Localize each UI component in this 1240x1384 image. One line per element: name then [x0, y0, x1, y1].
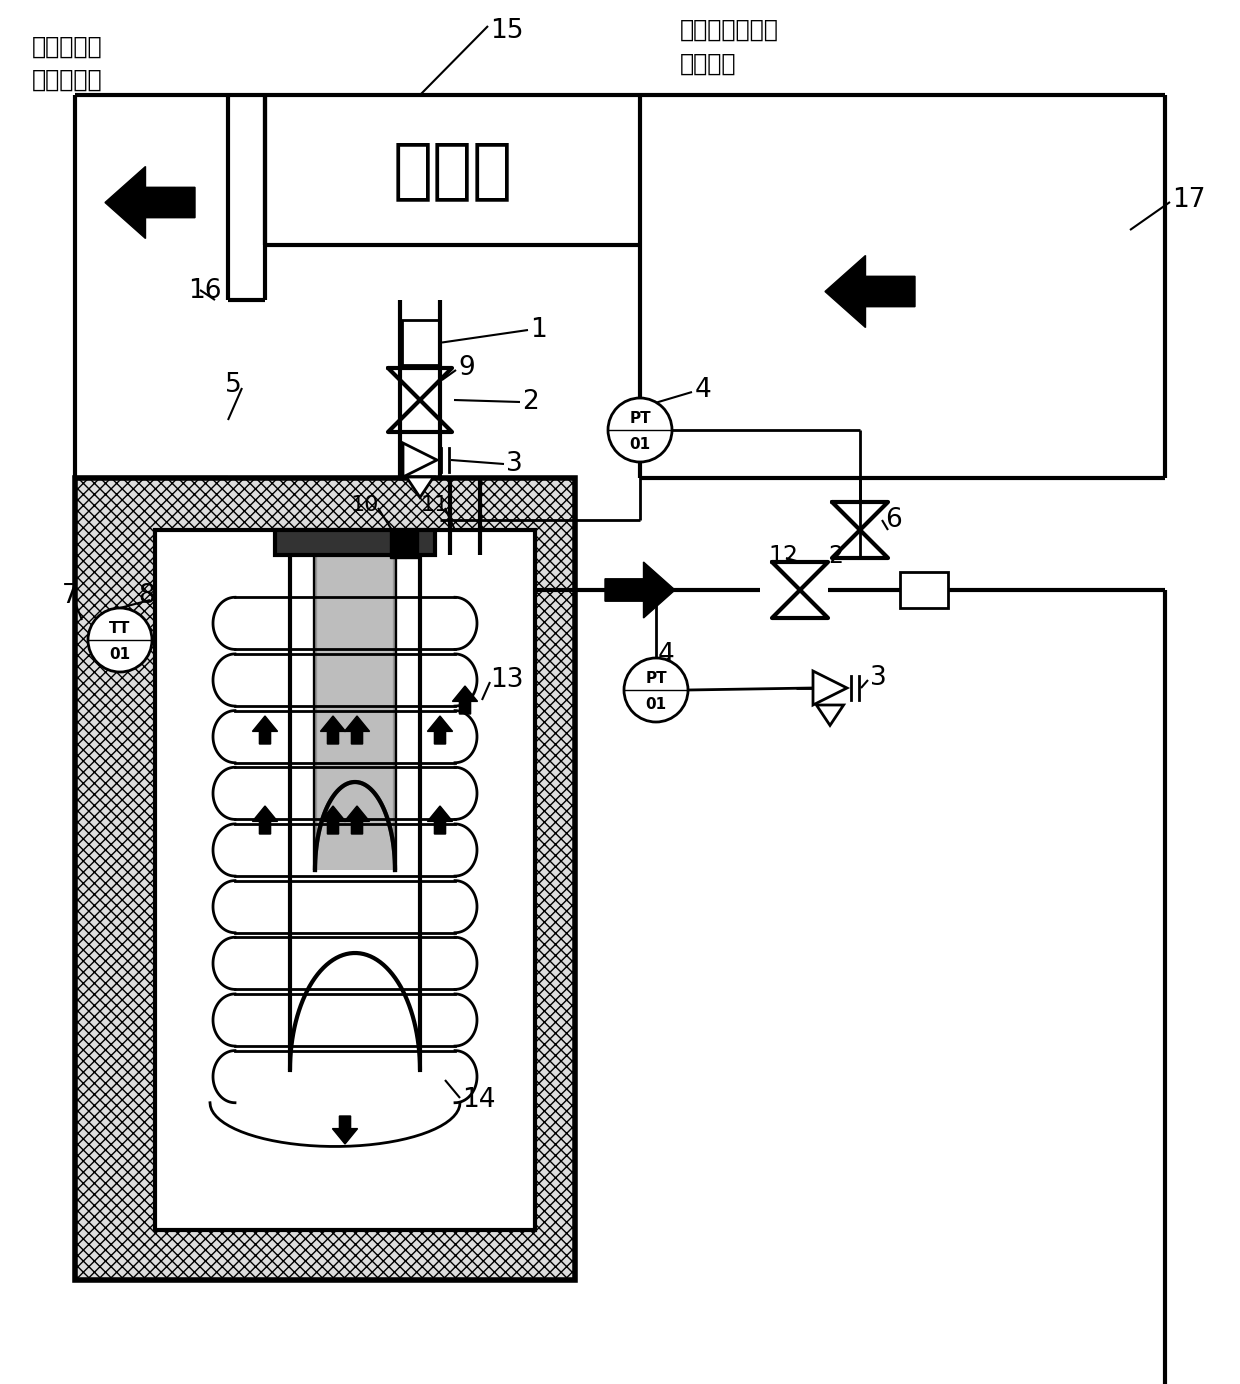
Polygon shape: [253, 716, 278, 745]
Text: 13: 13: [490, 667, 523, 693]
Polygon shape: [253, 805, 278, 835]
Polygon shape: [403, 443, 436, 477]
Text: 7: 7: [62, 583, 79, 609]
Bar: [155, 530, 534, 1230]
Bar: [900, 572, 949, 608]
Text: PT: PT: [645, 671, 667, 686]
Text: 2: 2: [828, 544, 843, 567]
Bar: [74, 477, 575, 1280]
Text: （保护气）: （保护气）: [32, 68, 103, 91]
Text: 17: 17: [1172, 187, 1205, 213]
Polygon shape: [453, 686, 477, 714]
Text: 3: 3: [870, 664, 887, 691]
Polygon shape: [813, 671, 847, 704]
Polygon shape: [407, 477, 434, 497]
Text: 01: 01: [109, 646, 130, 662]
Circle shape: [624, 657, 688, 722]
Text: 2: 2: [522, 389, 538, 415]
Text: 预热的氮气: 预热的氮气: [32, 35, 103, 60]
Bar: [275, 530, 435, 555]
Text: 出口氮气（保护: 出口氮气（保护: [680, 18, 779, 42]
Text: 6: 6: [885, 507, 901, 533]
Bar: [391, 530, 418, 558]
Text: TT: TT: [109, 621, 130, 637]
Text: 16: 16: [188, 278, 222, 304]
Text: 8: 8: [138, 583, 155, 609]
Text: 预热器: 预热器: [393, 137, 512, 203]
Text: 1: 1: [529, 317, 547, 343]
Text: 3: 3: [506, 451, 523, 477]
Polygon shape: [825, 256, 915, 328]
Polygon shape: [428, 805, 453, 835]
Text: 01: 01: [630, 437, 651, 453]
Circle shape: [88, 608, 153, 673]
Bar: [316, 555, 394, 871]
Text: 12: 12: [768, 544, 797, 567]
Text: 4: 4: [658, 642, 675, 668]
Text: 01: 01: [646, 698, 667, 711]
Polygon shape: [428, 716, 453, 745]
Text: 14: 14: [463, 1086, 496, 1113]
Text: 气）回收: 气）回收: [680, 53, 737, 76]
Text: 15: 15: [490, 18, 523, 44]
Polygon shape: [605, 562, 675, 619]
Text: 9: 9: [458, 356, 475, 381]
Polygon shape: [320, 805, 346, 835]
Polygon shape: [320, 716, 346, 745]
Polygon shape: [345, 805, 370, 835]
Text: PT: PT: [629, 411, 651, 426]
Polygon shape: [332, 1116, 357, 1145]
Polygon shape: [345, 716, 370, 745]
Text: 4: 4: [694, 376, 712, 403]
Text: 10: 10: [351, 495, 379, 515]
Bar: [402, 320, 440, 365]
Text: 11: 11: [420, 495, 449, 515]
Bar: [315, 555, 396, 871]
Circle shape: [608, 399, 672, 462]
Polygon shape: [105, 166, 195, 238]
Text: 5: 5: [224, 372, 242, 399]
Polygon shape: [816, 704, 843, 725]
